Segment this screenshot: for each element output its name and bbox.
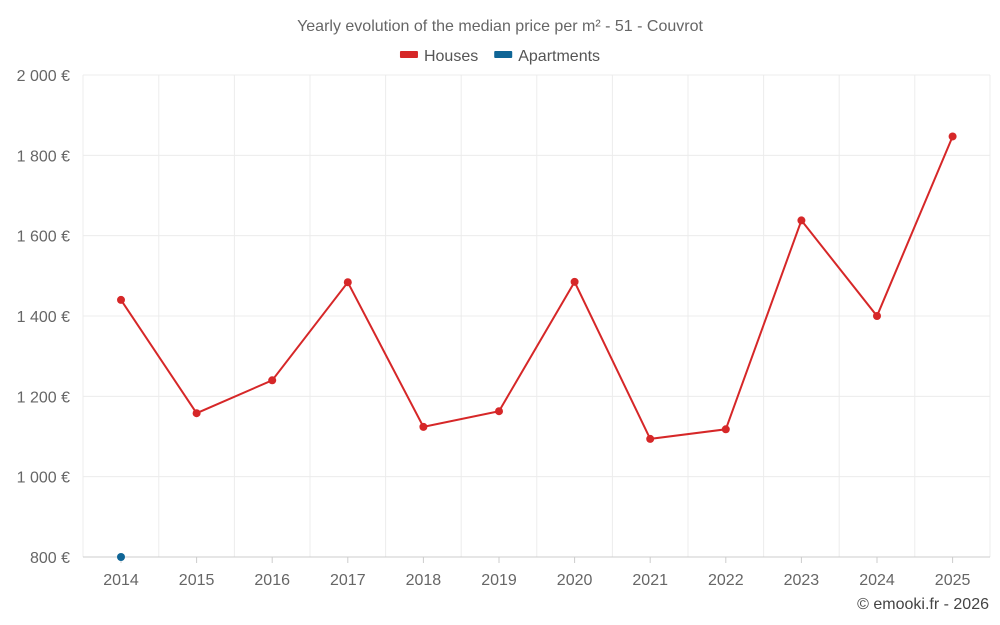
data-point[interactable] — [646, 434, 655, 443]
x-tick-label: 2014 — [103, 572, 139, 589]
data-point[interactable] — [948, 132, 957, 141]
series-apartments — [117, 553, 125, 561]
data-point[interactable] — [721, 425, 730, 434]
y-tick-label: 1 000 € — [17, 470, 70, 487]
x-tick-label: 2016 — [254, 572, 290, 589]
legend-label: Houses — [424, 48, 478, 65]
data-point[interactable] — [495, 407, 503, 416]
x-tick-label: 2018 — [406, 572, 442, 589]
x-axis-ticks: 2014 2015 2016 2017 2018 2019 2020 2021 2022 2023… — [103, 557, 970, 589]
credit-text: © emooki.fr - 2026 — [857, 596, 989, 613]
data-point[interactable] — [268, 376, 277, 385]
y-tick-label: 1 400 € — [17, 309, 70, 326]
y-tick-label: 1 600 € — [17, 229, 70, 246]
x-tick-label: 2015 — [179, 572, 215, 589]
legend-swatch — [399, 51, 418, 58]
data-point[interactable] — [419, 422, 428, 431]
series-layer — [117, 132, 957, 561]
series-line — [120, 136, 954, 440]
legend-label: Apartments — [518, 48, 600, 65]
y-axis-ticks: 800 € 1 000 € 1 200 € 1 400 € 1 600 € 1 800 €… — [17, 68, 70, 567]
x-tick-label: 2023 — [784, 572, 820, 589]
legend-item-houses[interactable]: Houses — [399, 48, 478, 65]
chart-title: Yearly evolution of the median price per… — [297, 18, 703, 35]
x-tick-label: 2020 — [557, 572, 593, 589]
data-point[interactable] — [192, 409, 201, 418]
y-tick-label: 1 800 € — [17, 148, 70, 165]
x-tick-label: 2017 — [330, 572, 366, 589]
x-tick-label: 2025 — [935, 572, 971, 589]
x-tick-label: 2021 — [632, 572, 668, 589]
series-houses — [117, 132, 957, 443]
legend-swatch — [494, 51, 513, 58]
x-tick-label: 2024 — [859, 572, 895, 589]
x-tick-label: 2022 — [708, 572, 744, 589]
y-tick-label: 2 000 € — [17, 68, 70, 85]
grid-layer — [82, 74, 991, 558]
x-tick-label: 2019 — [481, 572, 517, 589]
legend[interactable]: Houses Apartments — [399, 48, 600, 65]
data-point[interactable] — [117, 553, 125, 561]
data-point[interactable] — [873, 312, 881, 320]
data-point[interactable] — [570, 277, 579, 286]
data-point[interactable] — [117, 295, 125, 304]
data-point[interactable] — [797, 216, 806, 225]
y-tick-label: 1 200 € — [17, 389, 70, 406]
data-point[interactable] — [343, 278, 352, 287]
y-tick-label: 800 € — [30, 550, 70, 567]
legend-item-apartments[interactable]: Apartments — [494, 48, 600, 65]
